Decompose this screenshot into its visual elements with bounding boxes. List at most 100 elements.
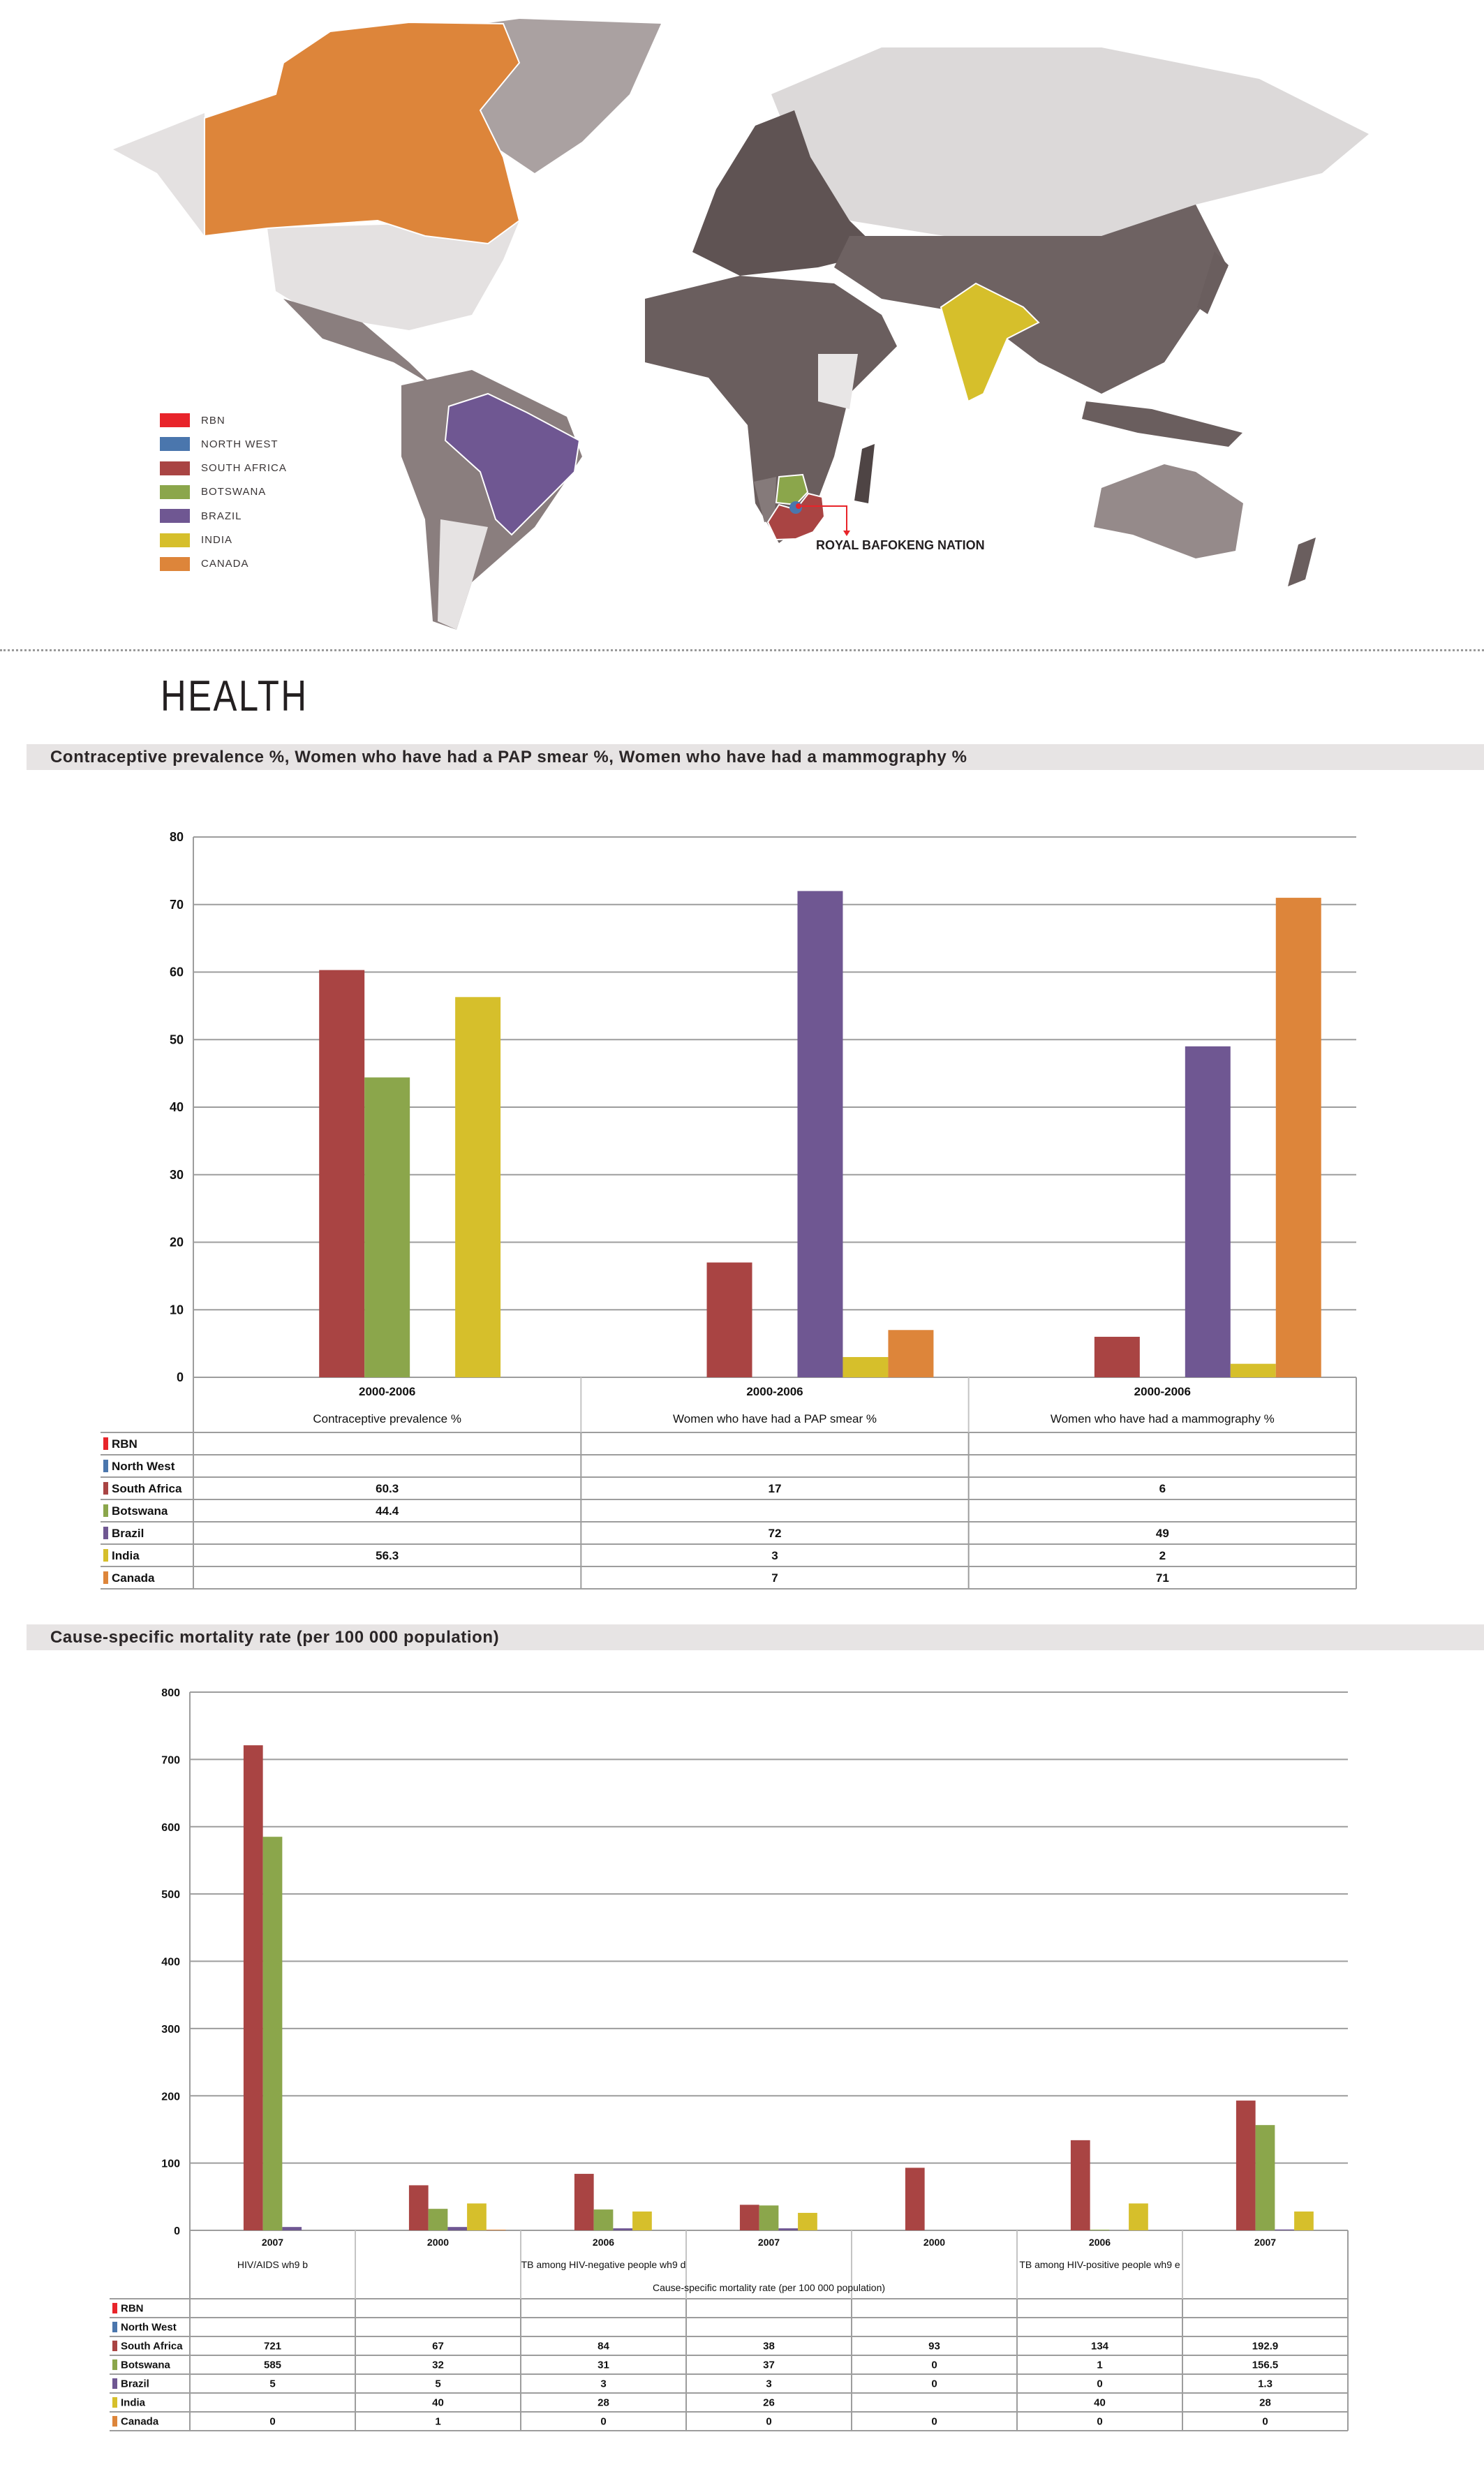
x-category-name: Contraceptive prevalence % xyxy=(313,1412,461,1425)
table-cell: 3 xyxy=(771,1549,778,1562)
legend-key xyxy=(103,1482,108,1495)
bar-brazil xyxy=(797,891,843,1377)
map-australia xyxy=(1094,464,1243,558)
map-russia xyxy=(771,47,1369,236)
bar-botswana xyxy=(262,1837,283,2230)
bar-botswana xyxy=(759,2205,779,2230)
map-southern-cone xyxy=(438,519,488,630)
map-usa xyxy=(267,221,519,330)
map-japan xyxy=(1197,251,1229,314)
section-divider xyxy=(0,649,1484,651)
bar-south-africa xyxy=(243,1745,263,2230)
map-india xyxy=(940,282,1040,403)
table-cell: 38 xyxy=(763,2340,775,2352)
x-category-name: Women who have had a PAP smear % xyxy=(673,1412,877,1425)
legend-label: NORTH WEST xyxy=(201,438,279,450)
bar-india xyxy=(1129,2203,1148,2230)
section-title: HEALTH xyxy=(161,672,309,720)
legend-key xyxy=(103,1549,108,1562)
y-tick-label: 0 xyxy=(174,2225,180,2237)
legend-key xyxy=(112,2321,117,2333)
legend-key xyxy=(112,2359,117,2371)
y-tick-label: 30 xyxy=(170,1168,184,1182)
table-cell: 84 xyxy=(598,2340,609,2352)
bar-south-africa xyxy=(739,2205,759,2230)
bar-canada xyxy=(888,1330,934,1377)
table-cell: 71 xyxy=(1156,1571,1169,1585)
row-label: South Africa xyxy=(121,2340,183,2352)
legend-label: BOTSWANA xyxy=(201,486,267,498)
y-tick-label: 70 xyxy=(170,898,184,912)
map-southeast-asia xyxy=(1082,401,1242,447)
table-cell: 0 xyxy=(766,2415,771,2427)
bar-india xyxy=(467,2203,487,2230)
bar-south-africa xyxy=(408,2185,429,2230)
bar-brazil xyxy=(447,2227,468,2230)
x-category-label: 2007 xyxy=(1254,2237,1276,2248)
y-tick-label: 50 xyxy=(170,1032,184,1046)
bar-india xyxy=(632,2212,652,2230)
x-category-label: 2006 xyxy=(1089,2237,1111,2248)
bar-botswana xyxy=(364,1077,410,1377)
table-cell: 1 xyxy=(1097,2359,1102,2371)
x-category-label: 2000-2006 xyxy=(359,1385,415,1398)
table-cell: 0 xyxy=(931,2378,937,2390)
bar-brazil xyxy=(1185,1046,1231,1377)
map-brazil xyxy=(444,392,581,536)
table-cell: 156.5 xyxy=(1252,2359,1279,2371)
map-asia xyxy=(834,205,1228,394)
legend-item: NORTH WEST xyxy=(160,437,279,452)
legend-swatch xyxy=(160,533,190,547)
table-cell: 67 xyxy=(432,2340,444,2352)
y-tick-label: 500 xyxy=(161,1889,180,1901)
legend-item: CANADA xyxy=(160,556,249,571)
table-cell: 5 xyxy=(269,2378,275,2390)
table-cell: 134 xyxy=(1091,2340,1109,2352)
table-cell: 28 xyxy=(1259,2396,1271,2408)
row-label: Canada xyxy=(112,1571,155,1585)
map-alaska xyxy=(113,113,205,236)
legend-item: INDIA xyxy=(160,533,232,547)
legend-item: BOTSWANA xyxy=(160,484,267,499)
map-namibia xyxy=(754,477,776,522)
row-label: Botswana xyxy=(121,2359,171,2371)
legend-label: RBN xyxy=(201,414,225,427)
table-cell: 40 xyxy=(1094,2396,1106,2408)
table-cell: 32 xyxy=(432,2359,444,2371)
bar-botswana xyxy=(593,2209,614,2230)
y-tick-label: 20 xyxy=(170,1236,184,1250)
bar-botswana xyxy=(428,2209,448,2230)
x-category-label: 2000-2006 xyxy=(746,1385,803,1398)
table-cell: 0 xyxy=(1097,2415,1102,2427)
bar-brazil xyxy=(613,2228,633,2230)
y-tick-label: 800 xyxy=(161,1687,180,1699)
table-cell: 26 xyxy=(763,2396,775,2408)
y-tick-label: 600 xyxy=(161,1822,180,1834)
legend-swatch xyxy=(160,509,190,524)
x-group-label: HIV/AIDS wh9 b xyxy=(237,2259,308,2270)
row-label: Brazil xyxy=(112,1527,144,1540)
legend-label: INDIA xyxy=(201,534,233,546)
bar-south-africa xyxy=(905,2168,925,2230)
bar-south-africa xyxy=(1094,1336,1140,1377)
table-cell: 44.4 xyxy=(376,1504,399,1518)
x-category-label: 2000 xyxy=(427,2237,449,2248)
table-cell: 0 xyxy=(931,2415,937,2427)
table-cell: 0 xyxy=(1262,2415,1268,2427)
row-label: RBN xyxy=(121,2302,144,2314)
table-cell: 28 xyxy=(598,2396,609,2408)
bar-south-africa xyxy=(706,1262,752,1377)
legend-item: RBN xyxy=(160,413,225,427)
map-africa-light xyxy=(818,354,858,409)
table-cell: 2 xyxy=(1159,1549,1166,1562)
table-cell: 60.3 xyxy=(376,1482,399,1495)
y-tick-label: 0 xyxy=(177,1370,184,1384)
rbn-callout-arrow xyxy=(843,531,850,536)
rbn-callout-line xyxy=(799,505,847,533)
table-cell: 3 xyxy=(766,2378,771,2390)
legend-swatch xyxy=(160,437,190,452)
legend-key xyxy=(112,2396,117,2408)
legend-swatch xyxy=(160,556,190,571)
table-cell: 56.3 xyxy=(376,1549,399,1562)
